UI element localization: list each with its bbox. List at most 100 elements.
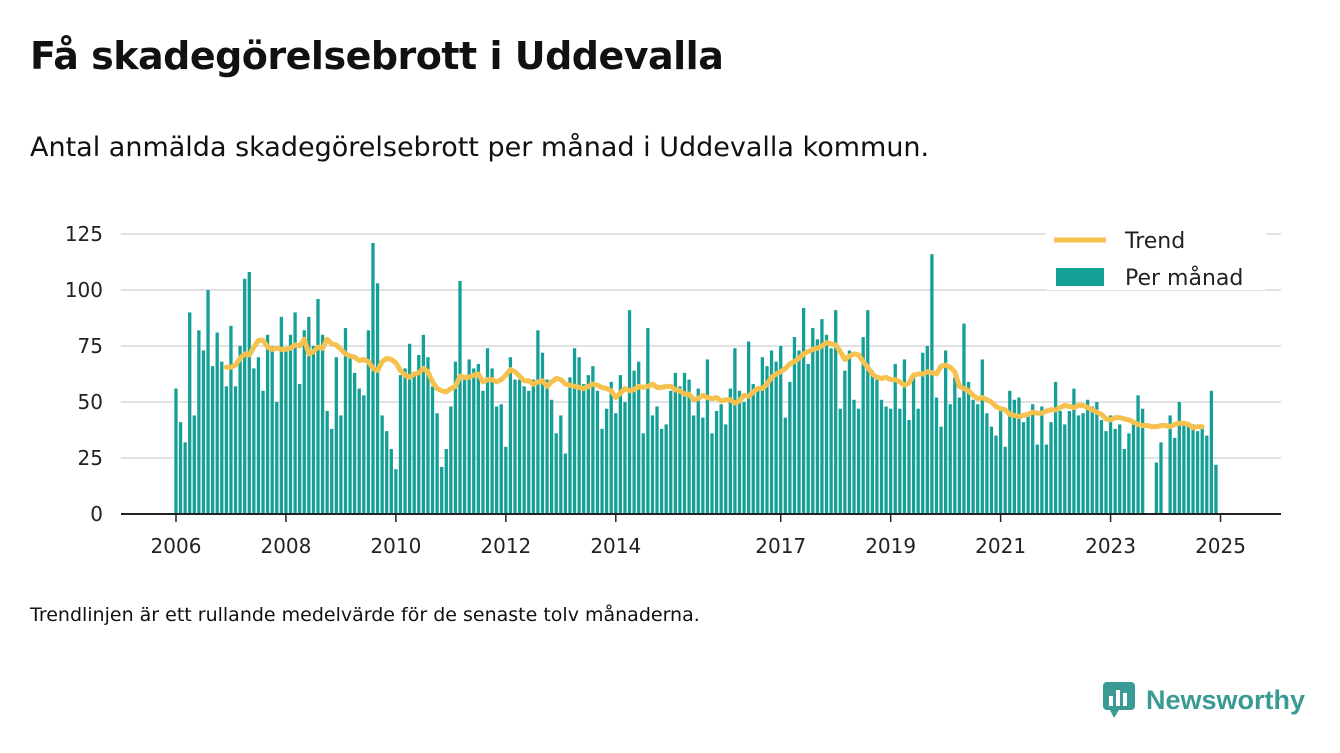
bar bbox=[188, 312, 192, 514]
bar bbox=[275, 402, 279, 514]
bar bbox=[971, 399, 975, 514]
bar bbox=[893, 363, 897, 514]
bar bbox=[655, 406, 659, 514]
bar bbox=[490, 368, 494, 514]
bar bbox=[174, 388, 178, 514]
bar bbox=[485, 348, 490, 514]
trend-series bbox=[223, 336, 1205, 431]
bar bbox=[852, 399, 856, 514]
bar bbox=[339, 415, 343, 514]
bar bbox=[943, 350, 948, 514]
bar bbox=[334, 357, 338, 514]
bar bbox=[783, 417, 787, 514]
bar bbox=[1186, 424, 1191, 514]
bar bbox=[1159, 442, 1163, 514]
bar bbox=[586, 375, 590, 514]
bar bbox=[288, 334, 293, 514]
bar-series bbox=[174, 242, 1218, 514]
bar bbox=[797, 350, 801, 514]
bar bbox=[1104, 431, 1108, 514]
x-axis-ticks: 2006 2008 2010 2012 2014 2017 2019 2021 2023 2025 bbox=[151, 514, 1246, 558]
x-tick-label: 2025 bbox=[1195, 534, 1246, 558]
bar bbox=[866, 310, 870, 514]
x-tick-label: 2017 bbox=[755, 534, 806, 558]
bar bbox=[779, 346, 783, 514]
bar bbox=[430, 386, 435, 514]
bar bbox=[870, 370, 874, 514]
bar bbox=[600, 428, 604, 514]
bar bbox=[499, 404, 503, 514]
bar bbox=[760, 357, 765, 514]
bar bbox=[1209, 390, 1214, 514]
bar bbox=[1214, 464, 1218, 514]
bar bbox=[210, 366, 215, 514]
bar bbox=[476, 363, 480, 514]
bar bbox=[389, 449, 393, 514]
bar bbox=[517, 379, 522, 514]
bar bbox=[1113, 428, 1117, 514]
bar bbox=[353, 372, 357, 514]
x-tick-label: 2019 bbox=[865, 534, 916, 558]
bar bbox=[417, 354, 421, 514]
bar bbox=[1012, 399, 1017, 514]
bar bbox=[554, 433, 558, 514]
bar bbox=[705, 359, 710, 514]
bar bbox=[197, 330, 201, 514]
bar bbox=[238, 346, 242, 514]
bar bbox=[284, 348, 288, 514]
chart-subtitle: Antal anmälda skadegörelsebrott per måna… bbox=[30, 132, 930, 163]
bar bbox=[403, 368, 407, 514]
bar bbox=[659, 428, 664, 514]
bar bbox=[444, 449, 448, 514]
bar bbox=[1072, 388, 1076, 514]
bar bbox=[1067, 410, 1071, 514]
bar bbox=[582, 384, 586, 514]
bar bbox=[792, 337, 797, 514]
bar bbox=[737, 390, 742, 514]
bar bbox=[604, 408, 609, 514]
x-tick-label: 2006 bbox=[151, 534, 202, 558]
bar bbox=[398, 375, 403, 514]
bar bbox=[632, 370, 636, 514]
bar bbox=[270, 346, 274, 514]
bar bbox=[449, 406, 453, 514]
bar bbox=[320, 334, 325, 514]
bar bbox=[307, 316, 311, 514]
bar bbox=[508, 357, 513, 514]
bar bbox=[916, 408, 920, 514]
bar bbox=[256, 357, 261, 514]
bar bbox=[1173, 437, 1177, 514]
bar bbox=[412, 375, 416, 514]
bar bbox=[545, 379, 549, 514]
bar bbox=[220, 361, 224, 514]
bar bbox=[976, 404, 980, 514]
y-tick-label: 25 bbox=[78, 446, 103, 470]
bar bbox=[1035, 444, 1039, 514]
bar bbox=[330, 428, 334, 514]
bar bbox=[1003, 446, 1007, 514]
bar bbox=[229, 325, 233, 514]
bar bbox=[1108, 415, 1113, 514]
bar bbox=[201, 350, 206, 514]
bar bbox=[879, 399, 884, 514]
bar bbox=[1040, 406, 1044, 514]
bar bbox=[1044, 444, 1049, 514]
bar bbox=[1021, 422, 1026, 514]
bar bbox=[966, 381, 971, 514]
bar bbox=[801, 307, 806, 514]
bar bbox=[178, 422, 183, 514]
bar bbox=[925, 346, 929, 514]
bar bbox=[838, 408, 842, 514]
bar bbox=[1099, 419, 1104, 514]
bar bbox=[1200, 428, 1204, 514]
bar bbox=[247, 272, 251, 514]
y-tick-label: 0 bbox=[90, 502, 103, 526]
bar bbox=[889, 408, 893, 514]
bar bbox=[957, 397, 962, 514]
bar bbox=[1076, 415, 1081, 514]
bar bbox=[820, 319, 824, 514]
brand-name: Newsworthy bbox=[1146, 684, 1306, 715]
bar bbox=[696, 388, 700, 514]
bar bbox=[233, 386, 238, 514]
bar bbox=[673, 372, 677, 514]
